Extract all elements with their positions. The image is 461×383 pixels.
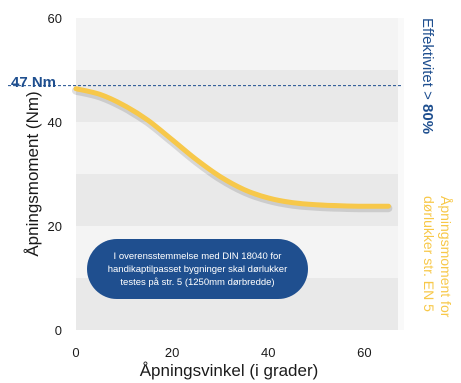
legend-label-line1: Åpningsmoment for bbox=[438, 196, 454, 318]
y-tick-label: 60 bbox=[48, 11, 62, 26]
grid-band bbox=[76, 70, 398, 122]
y-tick-label: 20 bbox=[48, 219, 62, 234]
efficiency-value: 80% bbox=[419, 104, 436, 134]
x-tick-label: 0 bbox=[72, 345, 79, 360]
efficiency-prefix: Effektivitet > bbox=[419, 18, 436, 104]
x-tick-label: 60 bbox=[357, 345, 371, 360]
tick-labels: 0 20 40 60 0 20 40 60 bbox=[48, 11, 372, 360]
din-note-box: I overensstemmelse med DIN 18040 for han… bbox=[87, 239, 308, 299]
grid-band bbox=[76, 18, 398, 70]
efficiency-label: Effektivitet > 80% bbox=[419, 18, 436, 134]
x-axis-title: Åpningsvinkel (i grader) bbox=[140, 361, 319, 380]
x-tick-label: 40 bbox=[261, 345, 275, 360]
grid-band bbox=[76, 122, 398, 174]
y-tick-label: 0 bbox=[55, 323, 62, 338]
x-tick-label: 20 bbox=[165, 345, 179, 360]
plot-edge bbox=[398, 18, 404, 330]
series-line bbox=[73, 86, 391, 209]
y-tick-label: 40 bbox=[48, 115, 62, 130]
reference-line-label: 47 Nm bbox=[11, 74, 56, 91]
legend-label-line2: dørlukker str. EN 5 bbox=[421, 196, 437, 312]
series-group bbox=[72, 86, 393, 213]
plot-background bbox=[76, 18, 404, 330]
grid-band bbox=[76, 174, 398, 226]
y-axis-title: Åpningsmoment (Nm) bbox=[23, 91, 42, 256]
